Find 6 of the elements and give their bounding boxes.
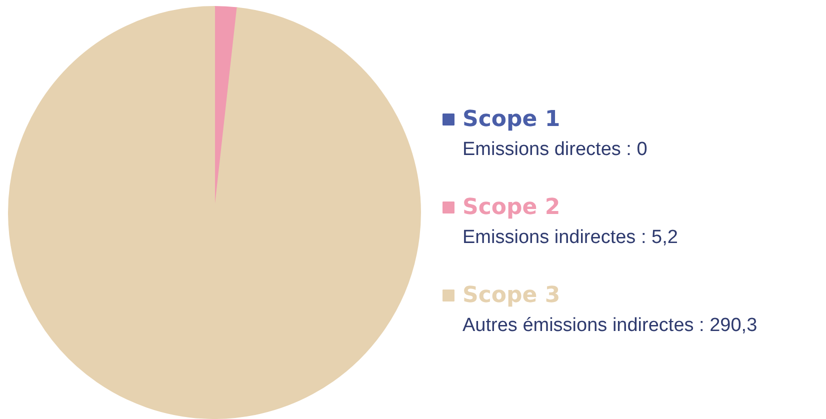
legend-label: Scope 1 [462, 107, 560, 132]
text: Emissions directes : 0 [462, 139, 648, 160]
data-label: Emissions indirectes : 5,2 [462, 227, 678, 248]
legend-label: Scope 3 [462, 283, 560, 308]
data-label: Autres émissions indirectes : 290,3 [462, 315, 758, 336]
legend-label: Scope 2 [462, 195, 560, 220]
